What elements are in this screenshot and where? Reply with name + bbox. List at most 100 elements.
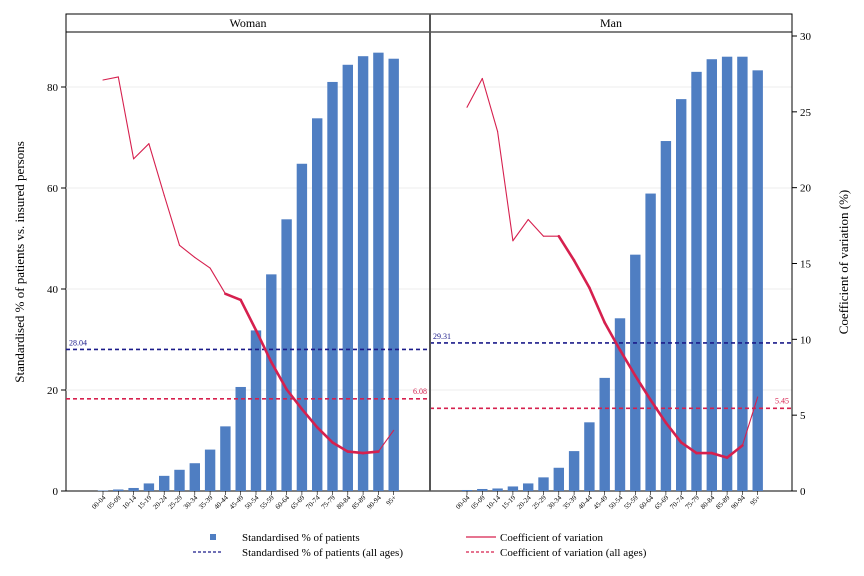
cv-segment-45-49 (239, 298, 258, 332)
ref-label-cv: 5.45 (775, 396, 789, 405)
y-right-tick-label: 5 (800, 410, 806, 422)
bar-20-24 (523, 483, 534, 491)
x-tick-label: 80-84 (699, 493, 717, 511)
bar-00-04 (97, 490, 109, 491)
x-tick-label: 70-74 (668, 493, 686, 511)
x-tick-label: 65-69 (289, 493, 307, 511)
y-right-tick-label: 30 (800, 31, 812, 43)
bar-55-59 (630, 254, 641, 491)
bar-30-34 (189, 463, 200, 491)
panel-man: Man 29.31 5.45 00-0405-0910-1415-1920-242… (429, 13, 793, 511)
x-tick-label: 50-54 (243, 493, 261, 511)
cv-segment-50-54 (618, 348, 637, 378)
cv-segment-90-94 (377, 429, 395, 453)
x-tick-label: 70-74 (304, 493, 322, 511)
panel-title-man: Man (600, 16, 622, 30)
x-tick-label: 45-49 (592, 493, 610, 511)
cv-segment-45-49 (603, 321, 622, 352)
bar-45-49 (235, 386, 246, 491)
x-tick-label: 40-44 (577, 493, 595, 511)
bar-80-84 (342, 64, 353, 491)
panel-title-woman: Woman (229, 16, 266, 30)
y-axis-left: 0 20 40 60 80 (47, 82, 66, 498)
cv-segment-30-34 (557, 234, 576, 262)
cv-segment-80-84 (710, 451, 729, 459)
y-left-tick-label: 20 (47, 385, 59, 397)
bar-20-24 (159, 475, 170, 491)
legend-label: Coefficient of variation (all ages) (500, 547, 647, 559)
legend-label: Standardised % of patients (all ages) (242, 547, 403, 559)
cv-segment-90-94 (741, 396, 759, 447)
x-tick-label: 95+ (749, 494, 762, 507)
cv-segment-20-24 (163, 194, 181, 246)
x-tick-label: 30-34 (546, 493, 564, 511)
x-tick-label: 75-79 (684, 493, 702, 511)
cv-segment-50-54 (254, 328, 273, 364)
x-tick-label: 50-54 (607, 493, 625, 511)
bar-80-84 (706, 59, 717, 491)
y-right-tick-label: 0 (800, 486, 806, 498)
y-right-tick-label: 10 (800, 334, 812, 346)
ref-label-patients: 29.31 (433, 332, 451, 341)
x-tick-label: 55-59 (623, 493, 641, 511)
bar-10-14 (128, 487, 139, 491)
panel-woman: Woman 28.04 6.08 00-0405-0910-1415-1920-2… (65, 13, 431, 511)
bar-70-74 (676, 99, 687, 492)
cv-segment-05-09 (481, 77, 499, 133)
legend-item-line: Coefficient of variation (466, 532, 604, 544)
ref-label-cv: 6.08 (413, 387, 427, 396)
x-tick-label: 00-04 (90, 493, 108, 511)
cv-segment-70-74 (679, 441, 698, 455)
x-tick-label: 55-59 (259, 493, 277, 511)
bar-50-54 (614, 318, 626, 491)
cv-segment-55-59 (633, 374, 652, 402)
bar-35-39 (204, 449, 216, 491)
bar-70-74 (312, 118, 323, 491)
cv-segment-70-74 (315, 425, 334, 444)
bar-40-44 (584, 422, 595, 491)
y-right-tick-label: 20 (800, 183, 812, 195)
cv-segment-05-09 (117, 76, 135, 160)
x-tick-label: 35-39 (197, 493, 215, 511)
cv-segment-65-69 (664, 421, 683, 444)
x-tick-label: 90-94 (366, 493, 384, 511)
y-right-tick-label: 15 (800, 259, 812, 271)
bar-95+ (752, 70, 763, 492)
bar-90-94 (737, 56, 748, 491)
bar-85-89 (721, 56, 733, 491)
bar-35-39 (568, 451, 580, 491)
cv-segment-15-19 (148, 143, 165, 196)
x-tick-label: 75-79 (320, 493, 338, 511)
x-tick-label: 10-14 (485, 493, 503, 511)
legend-label: Coefficient of variation (500, 532, 604, 544)
cv-segment-00-04 (102, 76, 119, 81)
cv-segment-65-69 (300, 407, 319, 429)
cv-segment-10-14 (497, 131, 514, 242)
bar-15-19 (507, 486, 519, 491)
x-tick-label: 60-64 (638, 493, 656, 511)
cv-segment-35-39 (572, 259, 591, 290)
bar-40-44 (220, 426, 231, 491)
x-tick-label: 15-19 (500, 493, 518, 511)
cv-segment-20-24 (527, 218, 545, 237)
legend-item-bar: Standardised % of patients (210, 532, 360, 544)
y-left-tick-label: 80 (47, 82, 59, 94)
bar-75-79 (327, 81, 338, 491)
bar-05-09 (477, 488, 488, 491)
y-left-tick-label: 40 (47, 284, 59, 296)
cv-segment-80-84 (346, 450, 365, 455)
x-tick-label: 25-29 (167, 493, 185, 511)
bar-90-94 (373, 52, 384, 491)
bar-15-19 (143, 483, 155, 491)
cv-segment-85-89 (361, 450, 380, 455)
x-tick-label: 45-49 (228, 493, 246, 511)
bar-00-04 (461, 489, 473, 491)
y-axis-right: 0 5 10 15 20 25 30 (791, 31, 812, 498)
bar-30-34 (553, 467, 564, 491)
x-tick-label: 85-89 (350, 493, 368, 511)
y-left-tick-label: 60 (47, 183, 59, 195)
cv-segment-00-04 (466, 77, 483, 108)
bar-65-69 (296, 163, 308, 491)
bar-05-09 (113, 489, 124, 491)
